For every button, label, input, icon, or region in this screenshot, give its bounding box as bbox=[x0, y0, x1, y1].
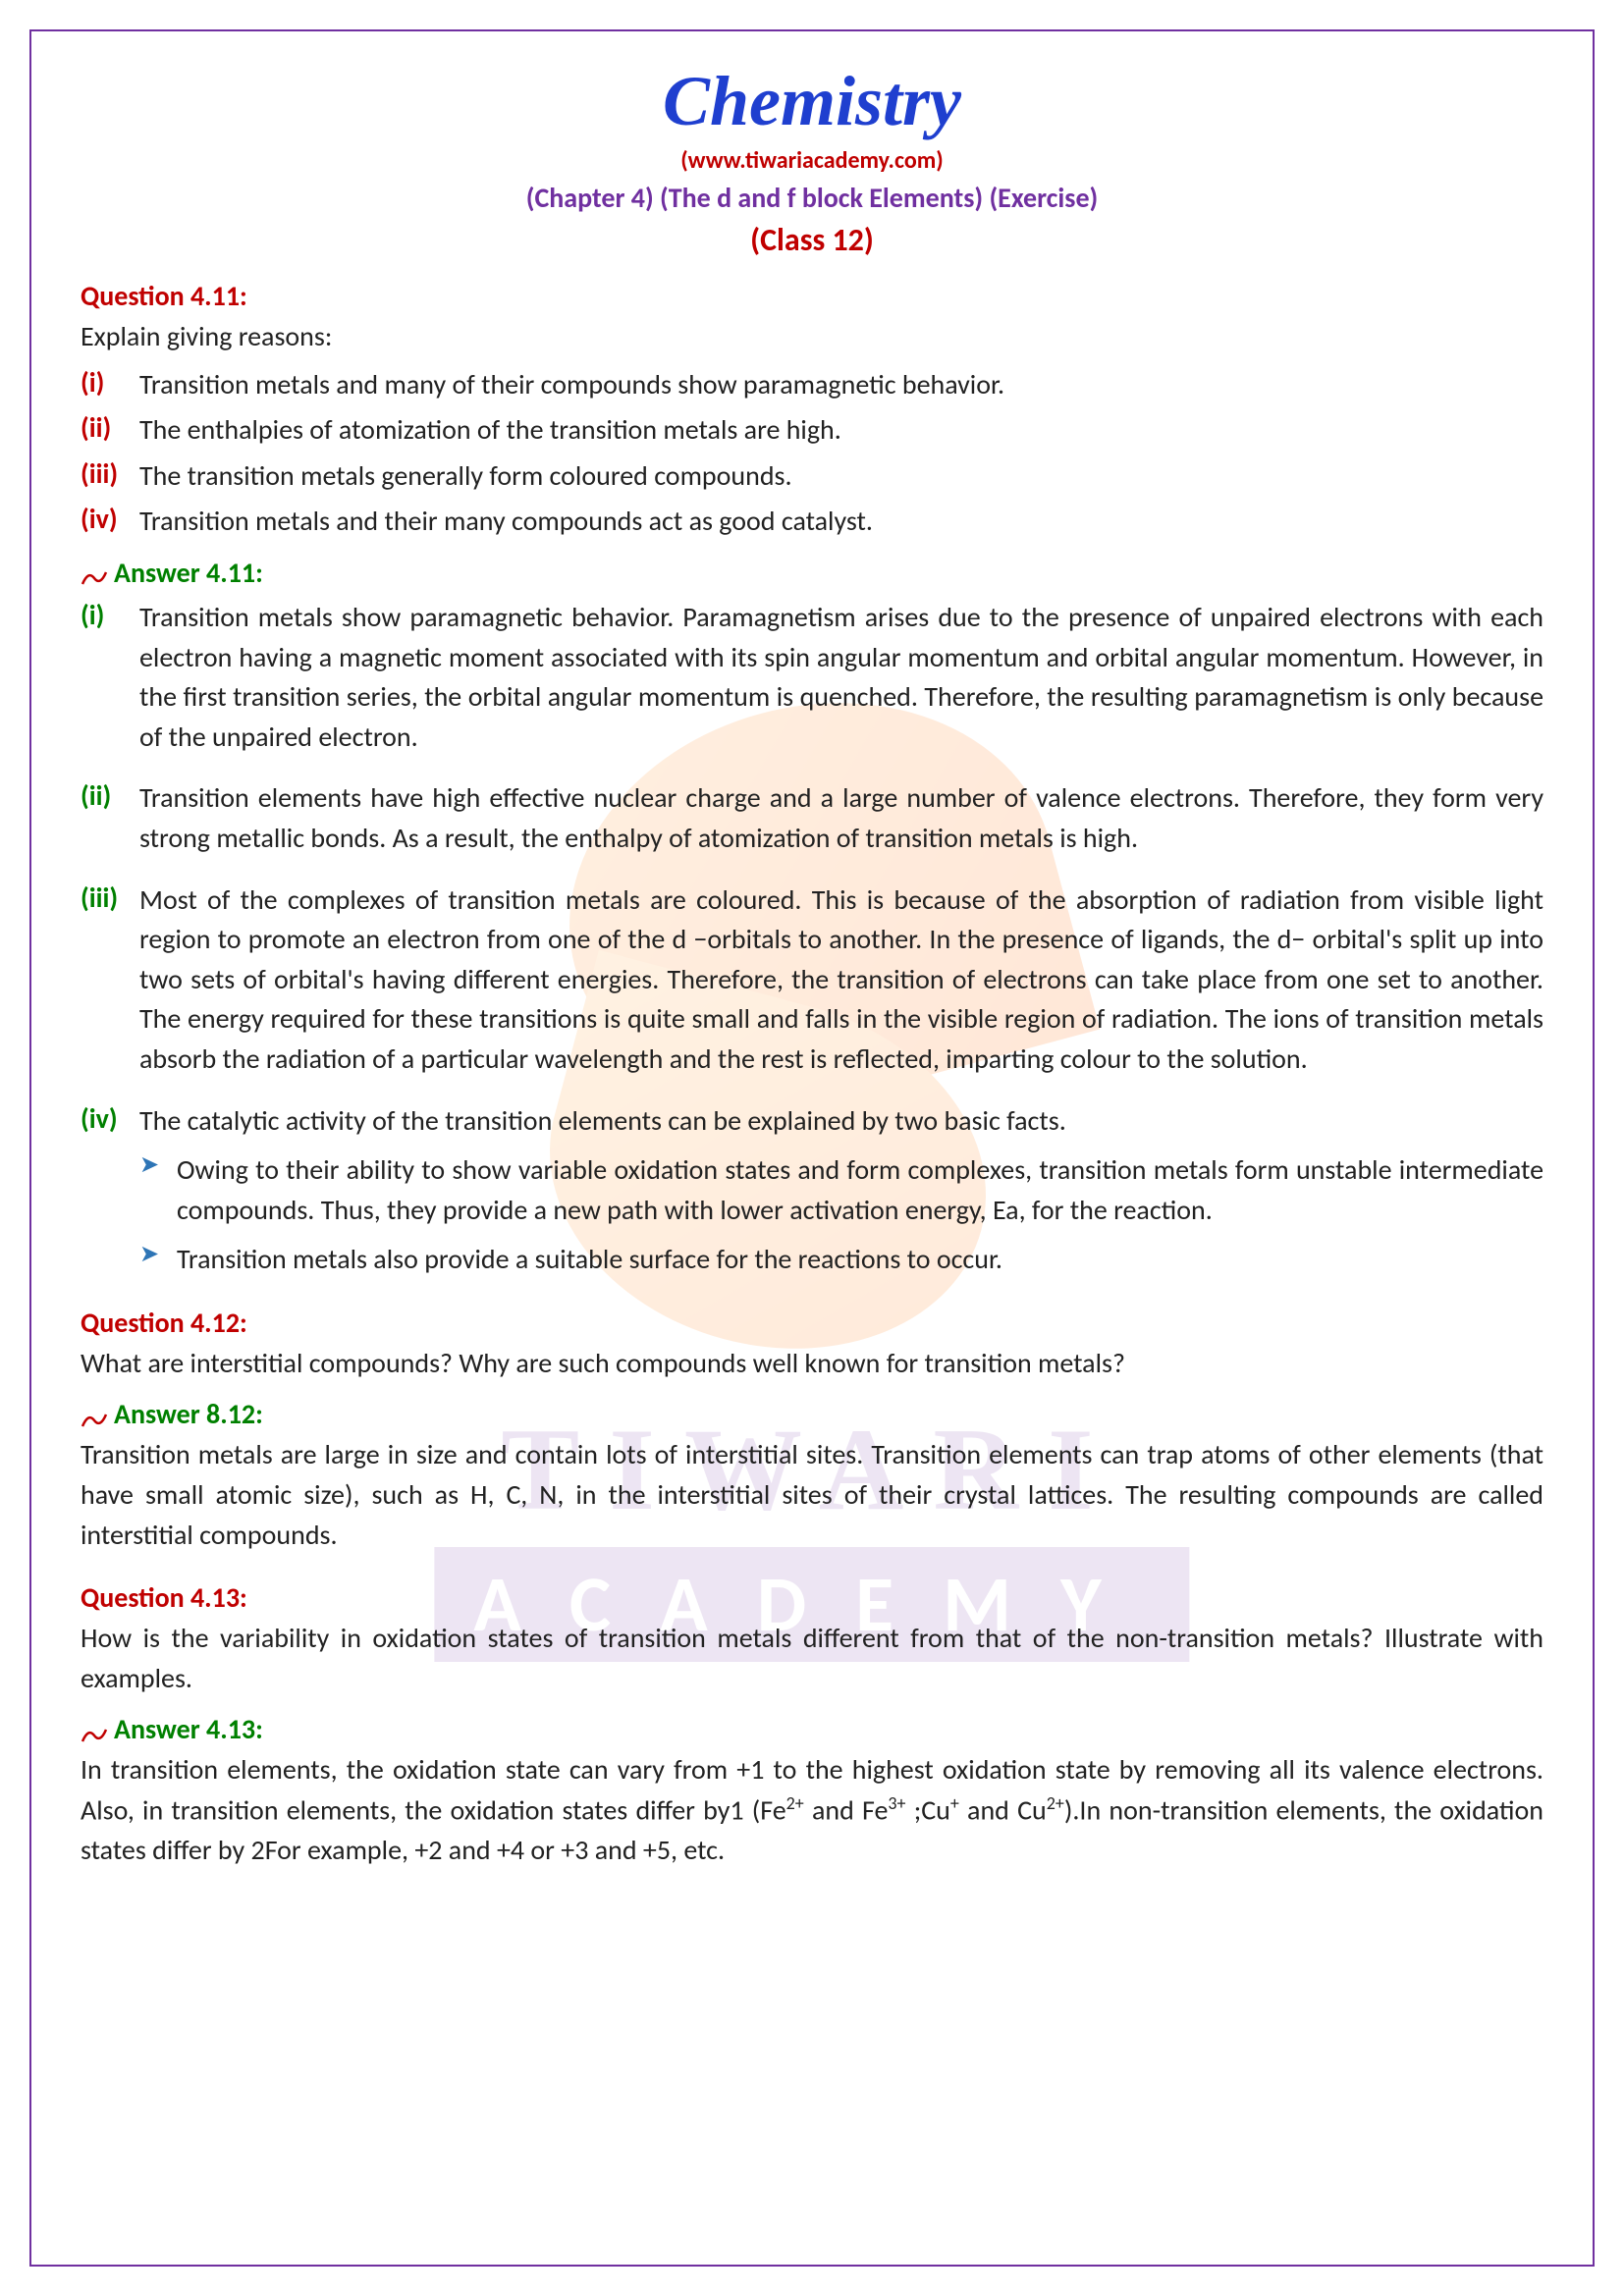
item-text: Most of the complexes of transition meta… bbox=[139, 881, 1543, 1080]
arrow-icon: ➤ bbox=[139, 1150, 163, 1230]
list-item: (i) Transition metals and many of their … bbox=[81, 365, 1543, 405]
item-number: (iv) bbox=[81, 1101, 139, 1142]
list-item: (iii) The transition metals generally fo… bbox=[81, 456, 1543, 497]
sub-bullet-text: Owing to their ability to show variable … bbox=[177, 1150, 1543, 1230]
q411-label: Question 4.11: bbox=[81, 279, 1543, 313]
list-item: (iv) The catalytic activity of the trans… bbox=[81, 1101, 1543, 1142]
answer-icon bbox=[81, 1404, 108, 1425]
q412-label: Question 4.12: bbox=[81, 1306, 1543, 1340]
item-text: The enthalpies of atomization of the tra… bbox=[139, 410, 1543, 451]
item-text: Transition metals show paramagnetic beha… bbox=[139, 598, 1543, 757]
q413-text: How is the variability in oxidation stat… bbox=[81, 1619, 1543, 1698]
a411-items: (i) Transition metals show paramagnetic … bbox=[81, 598, 1543, 1141]
page-border: TIWARI ACADEMY Chemistry (www.tiwariacad… bbox=[29, 29, 1595, 2267]
class-line: (Class 12) bbox=[81, 221, 1543, 259]
answer-icon bbox=[81, 561, 108, 583]
arrow-icon: ➤ bbox=[139, 1240, 163, 1280]
item-text: Transition metals and many of their comp… bbox=[139, 365, 1543, 405]
chapter-line: (Chapter 4) (The d and f block Elements)… bbox=[81, 181, 1543, 215]
item-number: (ii) bbox=[81, 778, 139, 858]
item-text: Transition elements have high effective … bbox=[139, 778, 1543, 858]
answer-label-text: Answer 4.11: bbox=[114, 556, 263, 590]
answer-label-text: Answer 4.13: bbox=[114, 1712, 263, 1746]
list-item: (iii) Most of the complexes of transitio… bbox=[81, 881, 1543, 1080]
a411-label: Answer 4.11: bbox=[81, 556, 1543, 590]
q411-intro: Explain giving reasons: bbox=[81, 317, 1543, 357]
answer-label-text: Answer 8.12: bbox=[114, 1397, 263, 1431]
sub-bullet: ➤ Transition metals also provide a suita… bbox=[139, 1240, 1543, 1280]
item-number: (iii) bbox=[81, 456, 139, 497]
item-number: (iii) bbox=[81, 881, 139, 1080]
q412-text: What are interstitial compounds? Why are… bbox=[81, 1344, 1543, 1384]
a413-label: Answer 4.13: bbox=[81, 1712, 1543, 1746]
item-text: Transition metals and their many compoun… bbox=[139, 502, 1543, 542]
answer-icon bbox=[81, 1719, 108, 1740]
list-item: (i) Transition metals show paramagnetic … bbox=[81, 598, 1543, 757]
list-item: (iv) Transition metals and their many co… bbox=[81, 502, 1543, 542]
a412-label: Answer 8.12: bbox=[81, 1397, 1543, 1431]
page-title: Chemistry bbox=[81, 61, 1543, 142]
a412-text: Transition metals are large in size and … bbox=[81, 1435, 1543, 1555]
q413-label: Question 4.13: bbox=[81, 1580, 1543, 1615]
sub-bullet-text: Transition metals also provide a suitabl… bbox=[177, 1240, 1543, 1280]
item-number: (i) bbox=[81, 365, 139, 405]
item-text: The catalytic activity of the transition… bbox=[139, 1101, 1543, 1142]
item-number: (i) bbox=[81, 598, 139, 757]
website-link: (www.tiwariacademy.com) bbox=[81, 146, 1543, 175]
sub-bullet: ➤ Owing to their ability to show variabl… bbox=[139, 1150, 1543, 1230]
list-item: (ii) The enthalpies of atomization of th… bbox=[81, 410, 1543, 451]
item-number: (iv) bbox=[81, 502, 139, 542]
list-item: (ii) Transition elements have high effec… bbox=[81, 778, 1543, 858]
content: Chemistry (www.tiwariacademy.com) (Chapt… bbox=[81, 61, 1543, 1871]
header: Chemistry (www.tiwariacademy.com) (Chapt… bbox=[81, 61, 1543, 259]
item-number: (ii) bbox=[81, 410, 139, 451]
a413-text: In transition elements, the oxidation st… bbox=[81, 1750, 1543, 1870]
item-text: The transition metals generally form col… bbox=[139, 456, 1543, 497]
q411-items: (i) Transition metals and many of their … bbox=[81, 365, 1543, 542]
